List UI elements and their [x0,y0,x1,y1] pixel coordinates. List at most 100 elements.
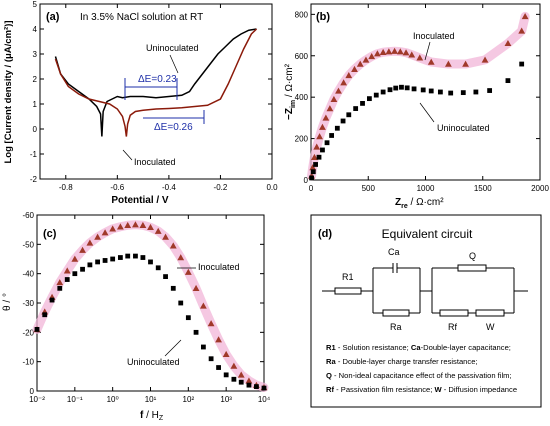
panel-c-ytick-label: -60 [22,211,34,220]
panel-b-xtick-label: 1500 [474,184,492,193]
panel-c-point-inoculated [222,350,230,358]
panel-b-point-uninoculated [320,147,325,153]
panel-c-point-uninoculated [72,271,78,277]
panel-c-point-inoculated [101,229,109,236]
panel-b-inoculated-pointer [424,41,431,61]
panel-a-ytick-label: 3 [33,50,38,59]
panel-b-point-uninoculated [360,100,365,106]
panel-a-xtick-label: -0.8 [59,183,73,192]
panel-c-point-uninoculated [231,376,237,382]
circuit-legend-line: Q - Non-ideal capacitance effect of the … [326,371,512,380]
panel-b-point-inoculated [521,13,529,20]
panel-c-xtick-label: 10¹ [145,395,157,404]
panel-c-point-inoculated [199,302,207,309]
panel-c-ytick-label: -10 [22,358,34,367]
panel-b-point-uninoculated [404,85,410,91]
panel-c-xtick-label: 10³ [220,395,232,404]
panel-c-uninoculated-pointer [164,339,182,357]
legend-description: - Non-ideal capacitance effect of the pa… [332,371,512,380]
delta-e2-label: ΔE=0.26 [154,122,193,133]
panel-a-data [54,28,258,137]
panel-a-axes: -0.8 -0.6 -0.4 -0.2 0.0 -2 -1 0 1 2 3 4 5 [30,0,278,192]
panel-a-frame [39,3,273,180]
panel-b-point-uninoculated [387,87,393,93]
label-q: Q [469,251,476,261]
panel-b-ytick-label: 200 [295,135,309,144]
panel-b-point-inoculated [379,48,387,55]
panel-b: (b) 0 500 1000 1500 2000 0 200 400 600 800 Zre / … [284,3,549,210]
panel-c-inoculated-label: Inoculated [198,262,240,272]
panel-b-point-uninoculated [310,169,316,175]
panel-b-point-inoculated [385,48,393,55]
panel-b-xtick-label: 2000 [531,184,549,193]
panel-a-uninoculated-label: Uninoculated [146,43,199,53]
panel-c-point-uninoculated [95,259,101,265]
panel-c-point-inoculated [94,233,102,240]
panel-b-point-uninoculated [428,88,434,94]
panel-a-ytick-label: 5 [33,0,38,9]
panel-c-point-uninoculated [102,258,108,263]
panel-b-point-uninoculated [346,112,352,118]
panel-b-point-uninoculated [487,88,493,93]
panel-c-point-inoculated [86,239,94,246]
panel-b-point-uninoculated [505,78,511,84]
element-q [457,264,487,272]
panel-b-point-uninoculated [437,89,443,95]
panel-a-xtick-label: -0.4 [162,183,176,192]
panel-c-xtick-label: 10² [183,395,195,404]
panel-c-xtick-label: 10⁴ [258,395,271,404]
panel-b-axes: 0 500 1000 1500 2000 0 200 400 600 800 [295,4,549,193]
panel-b-point-uninoculated [329,133,335,138]
label-rf: Rf [448,322,457,332]
panel-a-xlabel: Potential / V [111,195,169,206]
panel-c-point-uninoculated [117,255,123,260]
panel-b-point-inoculated [345,72,353,79]
panel-b-point-uninoculated [340,118,346,124]
panel-c-point-inoculated [215,336,222,343]
legend-symbol: Rf [326,385,334,394]
legend-symbol: Ra [326,357,336,366]
panel-c-point-uninoculated [80,266,85,272]
panel-a-ylabel: Log [Current density / (μA/cm²)] [3,20,14,163]
panel-b-point-inoculated [396,48,404,55]
circuit-legend-line: R1 - Solution resistance; Ca-Double-laye… [326,343,511,352]
panel-c-point-uninoculated [42,312,48,318]
panel-b-inoculated-label: Inoculated [413,31,455,41]
panel-c-point-inoculated [71,255,79,262]
legend-description: -Double-layer capacitance; [421,343,511,352]
circuit-title: Equivalent circuit [382,227,473,241]
panel-b-point-inoculated [362,56,370,63]
panel-c-xtick-label: 10⁰ [107,395,119,404]
panel-c-xtick-label: 10⁻² [29,395,45,404]
panel-b-point-uninoculated [324,140,330,146]
legend-symbol: R1 [326,343,336,352]
panel-c-point-inoculated [169,242,177,249]
panel-c-point-inoculated [79,246,86,253]
panel-a-uninoculated-pointer [169,54,179,74]
panel-b-point-inoculated [374,50,381,57]
panel-c-axes: 10⁻² 10⁻¹ 10⁰ 10¹ 10² 10³ 10⁴ 0 -10 -20 -30 -40 -50 -… [22,211,270,404]
panel-c-point-inoculated [230,362,238,369]
circuit-legend-line: Ra - Double-layer charge transfer resist… [326,357,478,366]
panel-a-ytick-label: 0 [33,125,38,134]
panel-b-point-uninoculated [519,61,525,67]
panel-b-point-inoculated [356,60,364,67]
panel-b-point-inoculated [518,27,526,34]
panel-b-point-uninoculated [460,90,466,96]
panel-b-point-uninoculated [420,87,426,93]
panel-b-point-uninoculated [473,89,479,95]
panel-b-point-inoculated [416,54,424,61]
panel-b-point-inoculated [368,52,376,60]
panel-b-ytick-label: 800 [295,10,309,19]
panel-c-point-uninoculated [170,285,176,291]
panel-b-point-uninoculated [334,125,340,131]
panel-c-point-uninoculated [133,253,138,259]
panel-b-point-inoculated [316,133,323,140]
panel-b-point-inoculated [335,87,342,94]
panel-a-ytick-label: 2 [33,75,38,84]
panel-b-point-uninoculated [399,84,404,90]
panel-a-title: In 3.5% NaCl solution at RT [80,12,203,23]
panel-c-point-uninoculated [193,329,199,335]
panel-c-point-uninoculated [148,259,153,265]
panel-c-data [32,220,269,392]
